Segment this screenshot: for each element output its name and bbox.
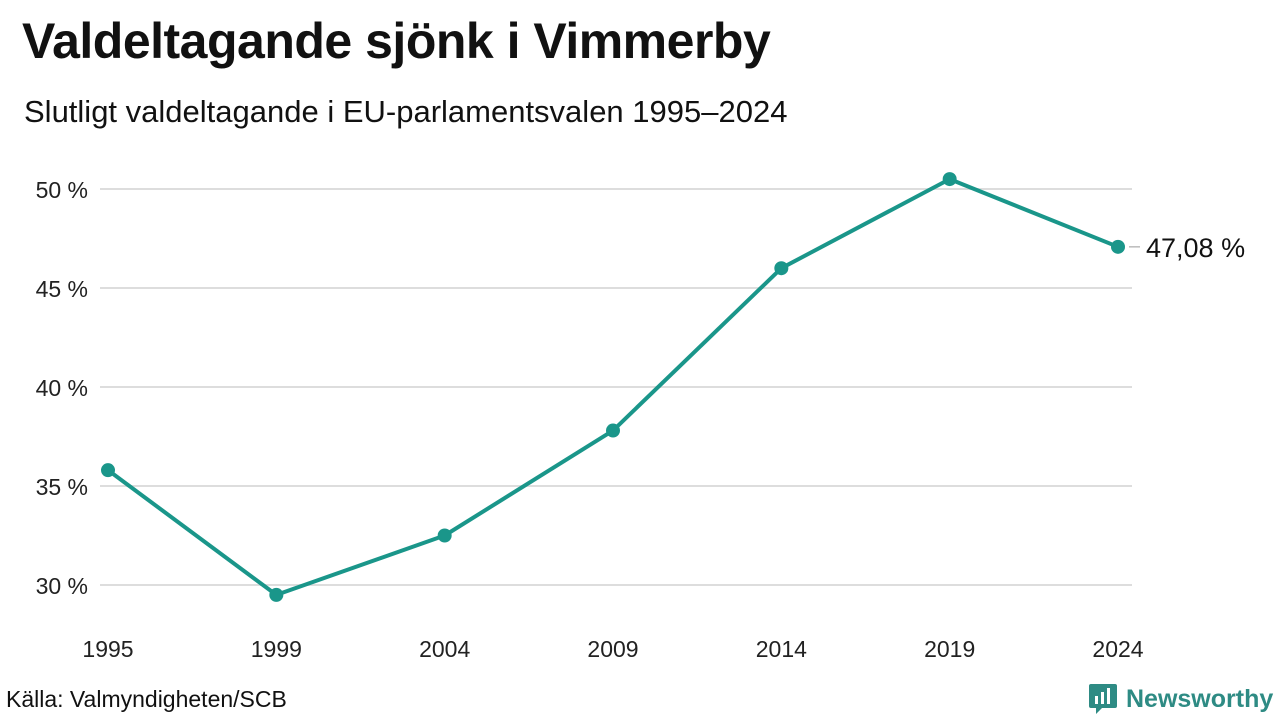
data-point[interactable] [606, 423, 620, 438]
chart-subtitle: Slutligt valdeltagande i EU-parlamentsva… [24, 94, 788, 129]
x-tick-label: 1999 [251, 636, 302, 662]
y-axis-ticks: 30 % 35 % 40 % 45 % 50 % [36, 177, 88, 599]
brand-logo: Newsworthy [1088, 682, 1273, 716]
series-group [101, 172, 1125, 602]
data-point[interactable] [269, 587, 284, 602]
data-point[interactable] [101, 463, 115, 478]
x-tick-label: 2009 [587, 636, 638, 662]
data-point[interactable] [437, 528, 452, 543]
x-tick-label: 2014 [756, 636, 807, 662]
bar-chart-logo-icon [1089, 684, 1117, 714]
y-tick-label: 30 % [36, 573, 88, 599]
brand-name: Newsworthy [1126, 684, 1274, 713]
x-tick-label: 2004 [419, 636, 470, 662]
y-tick-label: 40 % [36, 375, 88, 401]
data-point[interactable] [942, 172, 957, 187]
data-point[interactable] [774, 261, 789, 276]
x-tick-label: 1995 [82, 636, 133, 662]
source-note: Källa: Valmyndigheten/SCB [6, 686, 287, 712]
gridlines [100, 188, 1132, 586]
data-labels: 47,08 % [1129, 233, 1245, 263]
chart-title: Valdeltagande sjönk i Vimmerby [22, 13, 771, 69]
x-tick-label: 2019 [924, 636, 975, 662]
x-axis-ticks: 1995 1999 2004 2009 2014 2019 2024 [82, 636, 1143, 662]
x-tick-label: 2024 [1092, 636, 1143, 662]
y-tick-label: 45 % [36, 276, 88, 302]
y-tick-label: 35 % [36, 474, 88, 500]
end-value-label: 47,08 % [1146, 233, 1245, 263]
data-point[interactable] [1111, 239, 1125, 254]
y-tick-label: 50 % [36, 177, 88, 203]
